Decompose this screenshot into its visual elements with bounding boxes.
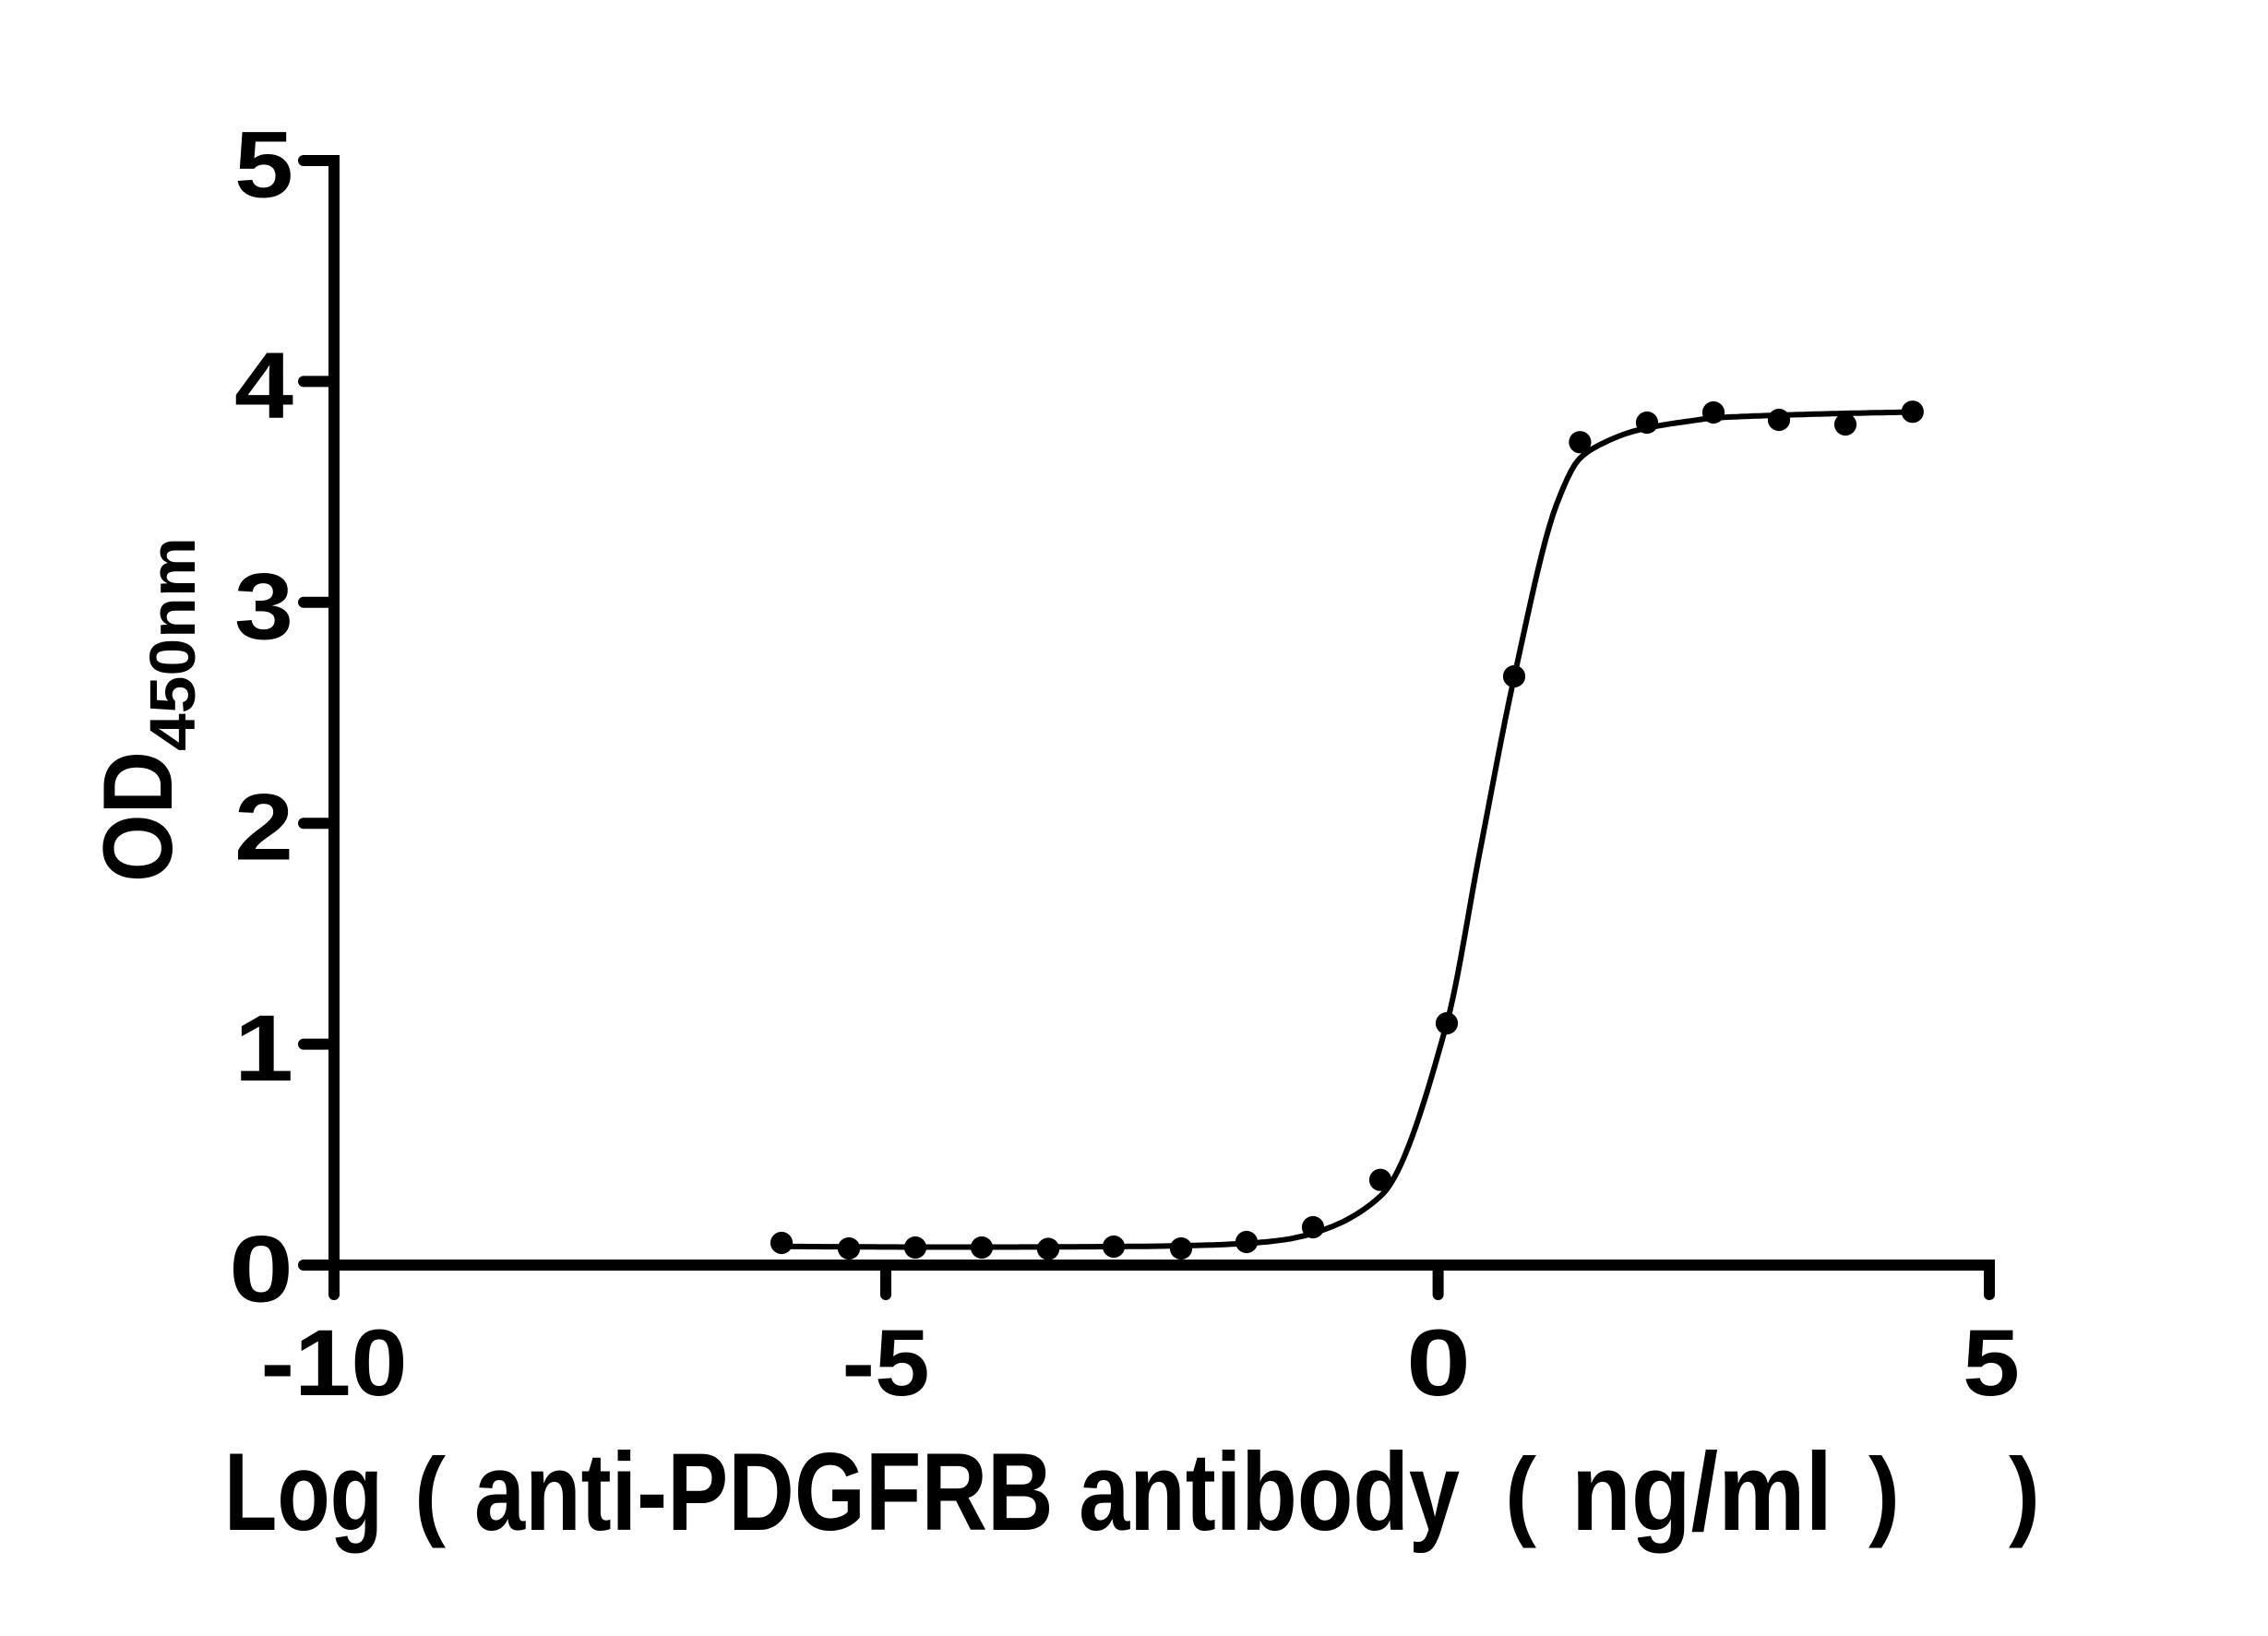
svg-text:-5: -5 — [842, 1310, 930, 1415]
svg-text:): ) — [2009, 1437, 2040, 1548]
svg-text:ng/ml: ng/ml — [1571, 1430, 1832, 1554]
svg-text:OD: OD — [82, 751, 193, 882]
svg-text:Log: Log — [224, 1430, 383, 1554]
svg-text:(: ( — [1505, 1437, 1536, 1548]
svg-text:450nm: 450nm — [137, 537, 209, 751]
svg-text:3: 3 — [234, 554, 293, 659]
svg-text:(: ( — [414, 1437, 446, 1548]
svg-text:0: 0 — [1406, 1310, 1471, 1415]
svg-text:1: 1 — [234, 996, 293, 1101]
svg-text:): ) — [1868, 1437, 1900, 1548]
svg-text:4: 4 — [234, 333, 293, 438]
svg-text:5: 5 — [234, 113, 293, 218]
svg-text:5: 5 — [1963, 1310, 2020, 1415]
svg-text:-10: -10 — [261, 1310, 408, 1415]
svg-text:2: 2 — [234, 775, 293, 880]
svg-text:anti-PDGFRB antibody: anti-PDGFRB antibody — [474, 1430, 1460, 1554]
svg-text:0: 0 — [229, 1217, 293, 1322]
